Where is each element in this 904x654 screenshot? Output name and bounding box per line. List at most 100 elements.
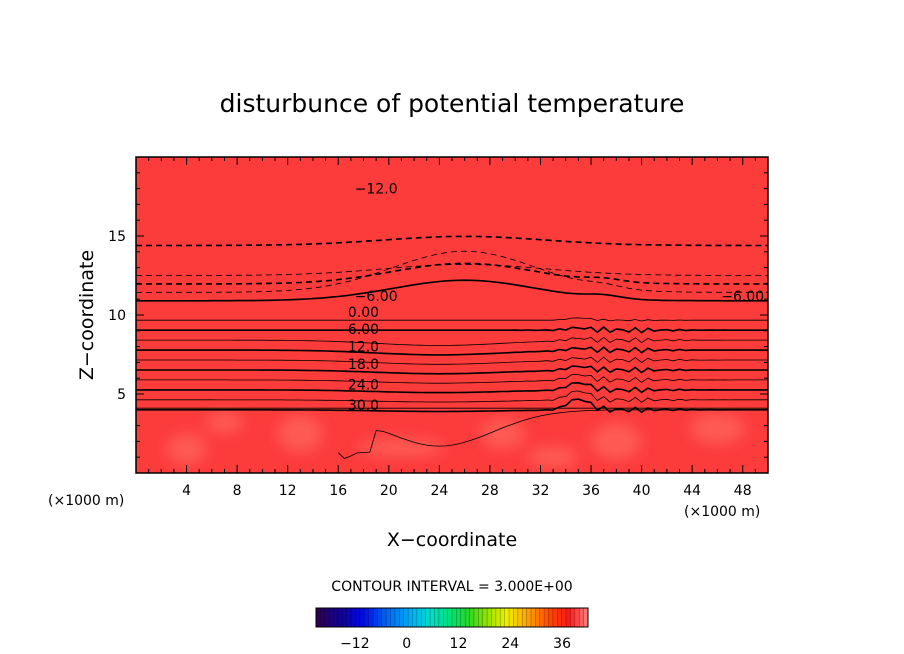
colorbar-cell: [465, 608, 470, 627]
plot-area: [136, 157, 768, 473]
colorbar-cell: [403, 608, 409, 627]
x-tick-label: 8: [233, 483, 242, 499]
contour-line--9: [136, 263, 768, 276]
colorbar-cell: [522, 608, 527, 627]
contour-line-inner: [337, 409, 743, 459]
warm-patch-7: [205, 411, 244, 434]
colorbar-cell: [421, 608, 427, 627]
contour-label: 12.0: [348, 340, 379, 356]
contour-line-9: [136, 336, 768, 346]
x-tick-label: 12: [279, 483, 297, 499]
contour-label: 24.0: [348, 378, 379, 394]
colorbar-cell: [329, 608, 334, 627]
x-tick-label: 24: [430, 483, 448, 499]
x-tick-label: 44: [683, 483, 701, 499]
colorbar-cell: [570, 608, 576, 627]
colorbar-cell: [447, 608, 453, 627]
colorbar-cell: [500, 608, 506, 627]
colorbar-cell: [355, 608, 361, 627]
contour-line-18: [136, 365, 768, 375]
y-tick-label: 5: [117, 387, 126, 403]
colorbar-cell: [368, 608, 374, 627]
colorbar-cell: [469, 608, 475, 627]
contour-line-24: [136, 381, 768, 394]
colorbar-cell: [583, 608, 589, 627]
colorbar-cell: [574, 608, 580, 627]
x-axis-label: X−coordinate: [387, 529, 517, 551]
colorbar-cell: [412, 608, 418, 627]
contour-line--3: [136, 250, 768, 293]
colorbar-tick-label: 0: [402, 636, 411, 652]
colorbar-cell: [487, 608, 492, 627]
warm-patch-5: [689, 412, 746, 445]
y-tick-label: 15: [108, 229, 126, 245]
colorbar-cell: [544, 608, 549, 627]
colorbar-cell: [443, 608, 449, 627]
warm-patch-3: [479, 417, 526, 450]
warm-patch-0: [166, 433, 207, 466]
colorbar-cell: [333, 608, 339, 627]
x-tick-label: 28: [481, 483, 499, 499]
contour-label: −6.00: [721, 289, 764, 305]
colorbar-cell: [509, 608, 514, 627]
contour-line-6: [136, 326, 768, 334]
colorbar-cell: [377, 608, 383, 627]
warm-patch-6: [527, 446, 579, 469]
colorbar-cell: [359, 608, 365, 627]
colorbar-tick-labels: −12 0 12 24 36: [340, 636, 571, 652]
colorbar-cell: [373, 608, 378, 627]
colorbar-cell: [504, 608, 510, 627]
colorbar-cell: [535, 608, 541, 627]
colorbar-tick-label: −12: [340, 636, 370, 652]
colorbar-cell: [337, 608, 343, 627]
colorbar-tick-label: 12: [450, 636, 468, 652]
colorbar-cell: [473, 608, 479, 627]
colorbar-cell: [491, 608, 497, 627]
x-tick-label: 40: [633, 483, 651, 499]
warm-patches: [166, 411, 746, 469]
warm-patch-1: [277, 414, 324, 453]
x-tick-label: 36: [582, 483, 600, 499]
y-tick-label: 10: [108, 308, 126, 324]
x-tick-label: 48: [734, 483, 752, 499]
colorbar-cell: [438, 608, 444, 627]
contour-label: 18.0: [348, 357, 379, 373]
y-tick-labels: 5 10 15: [108, 229, 126, 403]
colorbar-cell: [346, 608, 352, 627]
colorbar-cell: [416, 608, 422, 627]
colorbar-tick-label: 36: [553, 636, 571, 652]
x-tick-label: 4: [182, 483, 191, 499]
x-unit-left: (×1000 m): [48, 493, 124, 509]
colorbar-cell: [394, 608, 400, 627]
colorbar-cell: [482, 608, 488, 627]
colorbar-cell: [579, 608, 585, 627]
colorbar-cell: [430, 608, 435, 627]
colorbar-cell: [434, 608, 440, 627]
colorbar-cell: [452, 608, 457, 627]
band-36: [136, 157, 768, 473]
colorbar-cell: [566, 608, 571, 627]
contour-line-3: [136, 317, 768, 322]
contour-label: 30.0: [348, 398, 379, 414]
colorbar-cell: [408, 608, 413, 627]
contour-line-27: [136, 390, 768, 403]
colorbar-cell: [478, 608, 484, 627]
contour-lines: [136, 235, 768, 459]
colorbar-cell: [456, 608, 462, 627]
colorbar-cell: [517, 608, 523, 627]
colorbar-cell: [557, 608, 563, 627]
chart-title: disturbunce of potential temperature: [220, 89, 685, 118]
warm-patch-4: [591, 422, 642, 461]
colorbar-cell: [320, 608, 326, 627]
x-tick-label: 32: [532, 483, 550, 499]
contour-interval: CONTOUR INTERVAL = 3.000E+00: [331, 579, 572, 595]
colorbar-cell: [552, 608, 558, 627]
colorbar-cell: [425, 608, 431, 627]
contour-line--6: [136, 262, 768, 285]
x-tick-label: 16: [329, 483, 347, 499]
colorbar-cell: [460, 608, 466, 627]
contour-line-0: [136, 279, 768, 302]
colorbar-cell: [386, 608, 391, 627]
contour-line--12: [136, 235, 768, 247]
